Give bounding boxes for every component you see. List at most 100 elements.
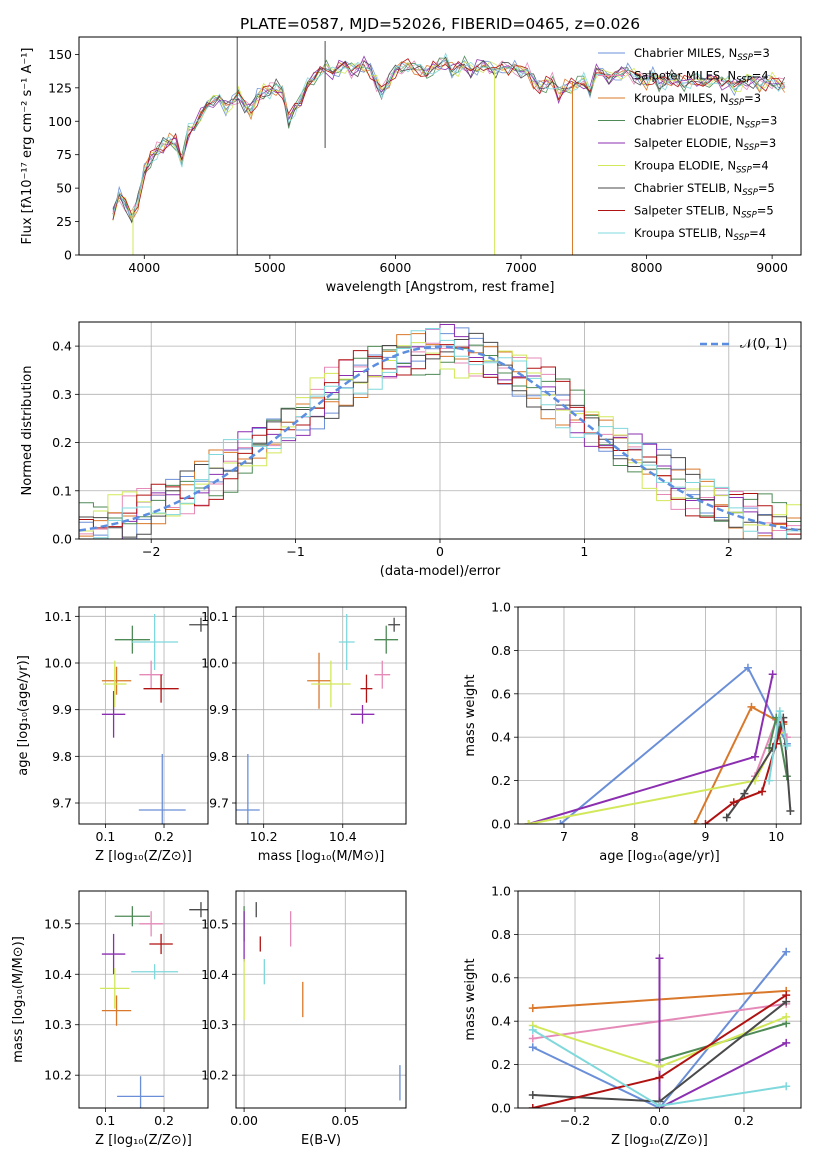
z_weight-ylabel: mass weight	[463, 958, 478, 1040]
age_weight-xtick-label: 7	[560, 829, 568, 844]
age_weight-marker-kroupa_miles	[690, 820, 699, 824]
spectrum-legend-label: Salpeter MILES, NSSP=4	[634, 69, 769, 86]
spectrum-title: PLATE=0587, MJD=52026, FIBERID=0465, z=0…	[240, 15, 640, 33]
z_weight-line-salpeter_elodie	[658, 958, 787, 1108]
mass_age-xtick-label: 10.4	[329, 829, 357, 844]
spectrum-ytick-label: 50	[56, 181, 72, 196]
age_weight-marker-chabrier_miles	[743, 663, 752, 672]
residuals-ytick-label: 0.0	[52, 532, 72, 547]
residuals-ytick-label: 0.4	[52, 339, 72, 354]
mass_age-plot-area	[236, 614, 401, 824]
age_weight-xtick-label: 9	[702, 829, 710, 844]
z_mass-ylabel: mass [log₁₀(M/M⊙)]	[11, 936, 26, 1063]
age_weight-xtick-label: 10	[768, 829, 784, 844]
residuals-xtick-label: 0	[436, 544, 444, 559]
ebv_mass-ytick-label: 10.4	[201, 967, 229, 982]
age_weight-marker-salpeter_stelib	[758, 787, 767, 796]
age_weight-line-chabrier_miles	[559, 666, 788, 824]
z_age-frame	[78, 606, 209, 825]
z_mass-ytick-label: 10.5	[44, 916, 72, 931]
spectrum-xlabel: wavelength [Angstrom, rest frame]	[326, 280, 555, 295]
z_age-ytick-label: 9.7	[52, 796, 72, 811]
z_weight-marker-chabrier_miles	[528, 1043, 537, 1052]
z_weight-panel: −0.2 0.0 0.2 0.0 0.2 0.4 0.6 0.8 1.0 Z [log₁₀(Z/Z…	[463, 884, 802, 1148]
mass_age-ytick-label: 10.0	[201, 656, 229, 671]
residual-histogram-chabrier_stelib	[79, 332, 801, 538]
residual-histogram-salpeter_stelib	[79, 344, 801, 535]
mass_age-ytick-label: 9.9	[209, 702, 229, 717]
z_weight-xtick-label: −0.2	[560, 1113, 590, 1128]
age_weight-ytick-label: 0.2	[491, 773, 511, 788]
z_weight-ytick-label: 0.0	[491, 1101, 511, 1116]
z_weight-ytick-label: 0.2	[491, 1057, 511, 1072]
age_weight-marker-salpeter_stelib	[772, 739, 781, 748]
ebv_mass-panel: 0.00 0.05 10.2 10.3 10.4 10.5 E(B-V)	[201, 890, 407, 1148]
spectrum-ytick-label: 100	[48, 114, 72, 129]
z_mass-panel: 0.1 0.2 10.2 10.3 10.4 10.5 Z [log₁₀(Z/Z⊙)] mas…	[11, 890, 209, 1148]
ebv_mass-xtick-label: 0.05	[331, 1113, 359, 1128]
ebv_mass-ytick-label: 10.3	[201, 1017, 229, 1032]
z_mass-ytick-label: 10.4	[44, 967, 72, 982]
z_weight-marker-salpeter_miles	[528, 1034, 537, 1043]
z_weight-ytick-label: 0.4	[491, 1014, 511, 1029]
z_mass-xtick-label: 0.1	[95, 1113, 115, 1128]
z_weight-marker-kroupa_elodie	[655, 1062, 664, 1071]
age_weight-marker-chabrier_stelib	[722, 813, 731, 822]
age_weight-ytick-label: 0.8	[491, 643, 511, 658]
age_weight-panel: 7 8 9 10 0.0 0.2 0.4 0.6 0.8 1.0 age [log₁₀(age/yr…	[463, 600, 802, 864]
z_weight-marker-kroupa_elodie	[782, 1012, 791, 1021]
mass_age-xlabel: mass [log₁₀(M/M⊙)]	[258, 849, 385, 864]
residuals-xtick-label: 2	[725, 544, 733, 559]
spectrum-legend-label: Chabrier ELODIE, NSSP=3	[634, 114, 777, 131]
z_weight-marker-chabrier_stelib	[528, 1090, 537, 1099]
spectrum-xtick-label: 9000	[756, 260, 788, 275]
spectrum-ytick-label: 125	[48, 80, 72, 95]
age_weight-plot-area	[524, 663, 795, 824]
z_age-ylabel: age [log₁₀(age/yr)]	[16, 655, 31, 776]
spectrum-legend-label: Salpeter STELIB, NSSP=5	[634, 204, 774, 221]
z_mass-frame	[78, 890, 209, 1109]
gaussian-legend-label: 𝒩(0, 1)	[740, 337, 787, 352]
spectrum-legend-label: Salpeter ELODIE, NSSP=3	[634, 136, 776, 153]
spectrum-xtick-label: 7000	[505, 260, 537, 275]
mass_age-xtick-label: 10.2	[250, 829, 278, 844]
z_weight-marker-kroupa_stelib	[782, 1082, 791, 1091]
spectrum-legend-label: Kroupa MILES, NSSP=3	[634, 91, 761, 108]
z_weight-xtick-label: 0.0	[650, 1113, 670, 1128]
spectrum-line-chabrier_stelib	[112, 56, 786, 224]
spectrum-frame	[78, 36, 802, 256]
residuals-xtick-label: −2	[142, 544, 160, 559]
z_age-ytick-label: 10.0	[44, 656, 72, 671]
residuals-xtick-label: 1	[580, 544, 588, 559]
gaussian-curve	[79, 345, 801, 532]
age_weight-ytick-label: 1.0	[491, 600, 511, 615]
z_weight-xtick-label: 0.2	[734, 1113, 754, 1128]
residuals-panel: −2 −1 0 1 2 0.0 0.1 0.2 0.3 0.4 (data-model)/error…	[20, 321, 802, 579]
z_weight-ytick-label: 1.0	[491, 884, 511, 899]
z_mass-xlabel: Z [log₁₀(Z/Z⊙)]	[95, 1133, 192, 1148]
z_mass-ytick-label: 10.2	[44, 1068, 72, 1083]
spectrum-legend-label: Kroupa STELIB, NSSP=4	[634, 226, 766, 243]
ebv_mass-plot-area	[243, 902, 401, 1101]
age_weight-marker-chabrier_miles	[556, 820, 565, 824]
ebv_mass-ytick-label: 10.5	[201, 916, 229, 931]
age_weight-ytick-label: 0.6	[491, 686, 511, 701]
z_weight-marker-salpeter_elodie	[782, 1038, 791, 1047]
ebv_mass-ytick-label: 10.2	[201, 1068, 229, 1083]
age_weight-marker-chabrier_stelib	[740, 789, 749, 798]
z_age-xlabel: Z [log₁₀(Z/Z⊙)]	[95, 849, 192, 864]
z_mass-plot-area	[100, 902, 208, 1108]
z_age-xtick-label: 0.1	[95, 829, 115, 844]
age_weight-marker-chabrier_stelib	[786, 806, 795, 815]
ebv_mass-xtick-label: 0.00	[230, 1113, 258, 1128]
ebv_mass-frame	[235, 890, 407, 1109]
spectrum-plot-area	[112, 37, 786, 255]
ebv_mass-xlabel: E(B-V)	[301, 1133, 341, 1148]
z_weight-marker-chabrier_miles	[782, 947, 791, 956]
residuals-xlabel: (data-model)/error	[380, 564, 501, 579]
residuals-xtick-label: −1	[286, 544, 304, 559]
residuals-ylabel: Normed distribution	[20, 366, 35, 496]
z_weight-marker-salpeter_stelib	[655, 1073, 664, 1082]
